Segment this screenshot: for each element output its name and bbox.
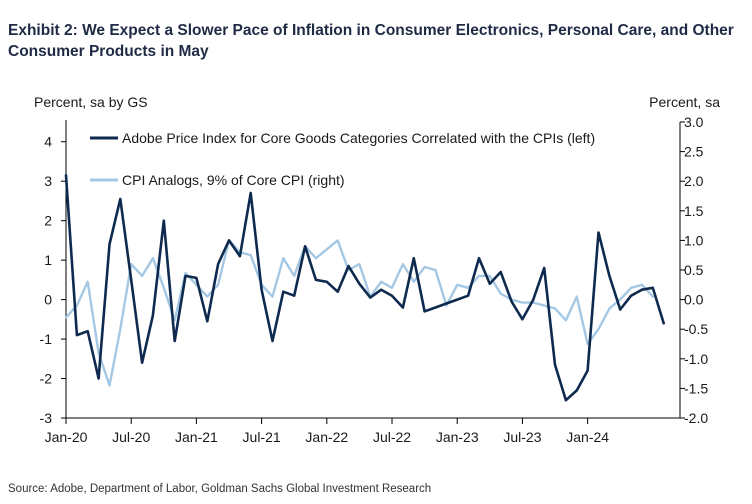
series-line-adobe-index xyxy=(64,174,666,402)
right-tick-label: 0.5 xyxy=(684,262,704,278)
x-tick-label: Jan-23 xyxy=(436,429,479,445)
right-tick-label: -1.5 xyxy=(684,380,708,396)
series-line-cpi-analogs xyxy=(64,239,654,387)
right-tick-label: 3.0 xyxy=(684,114,704,130)
chart-legend: Adobe Price Index for Core Goods Categor… xyxy=(90,130,595,188)
right-tick-label: 1.0 xyxy=(684,232,704,248)
chart-axes: -3 -2 -1 0 1 2 3 4 -2.0 -1.5 -1.0 -0.5 0.0 0.5 1.0 1.5 2… xyxy=(40,114,709,445)
left-tick-label: -3 xyxy=(40,410,53,426)
left-tick-label: 0 xyxy=(44,292,52,308)
legend-label: CPI Analogs, 9% of Core CPI (right) xyxy=(122,172,345,188)
right-tick-label: 1.5 xyxy=(684,203,704,219)
right-axis-label: Percent, sa xyxy=(649,94,720,110)
right-tick-label: 2.0 xyxy=(684,173,704,189)
x-tick-label: Jan-21 xyxy=(175,429,218,445)
left-tick-label: 1 xyxy=(44,252,52,268)
left-tick-label: -1 xyxy=(40,331,53,347)
chart-series xyxy=(64,174,666,402)
x-tick-label: Jul-20 xyxy=(112,429,150,445)
left-tick-label: -2 xyxy=(40,371,53,387)
x-tick-label: Jul-21 xyxy=(243,429,281,445)
right-tick-label: -2.0 xyxy=(684,410,708,426)
x-tick-label: Jul-23 xyxy=(503,429,541,445)
x-tick-label: Jan-20 xyxy=(45,429,88,445)
x-tick-label: Jul-22 xyxy=(373,429,411,445)
right-tick-label: -0.5 xyxy=(684,321,708,337)
source-note: Source: Adobe, Department of Labor, Gold… xyxy=(8,483,432,495)
right-tick-label: 2.5 xyxy=(684,144,704,160)
left-tick-label: 3 xyxy=(44,173,52,189)
x-tick-label: Jan-22 xyxy=(305,429,348,445)
left-tick-label: 2 xyxy=(44,213,52,229)
left-axis-label: Percent, sa by GS xyxy=(34,94,148,110)
right-tick-label: -1.0 xyxy=(684,351,708,367)
left-tick-label: 4 xyxy=(44,134,52,150)
x-tick-label: Jan-24 xyxy=(566,429,609,445)
chart-title: Exhibit 2: We Expect a Slower Pace of In… xyxy=(8,22,734,60)
right-tick-label: 0.0 xyxy=(684,292,704,308)
legend-label: Adobe Price Index for Core Goods Categor… xyxy=(122,130,595,146)
